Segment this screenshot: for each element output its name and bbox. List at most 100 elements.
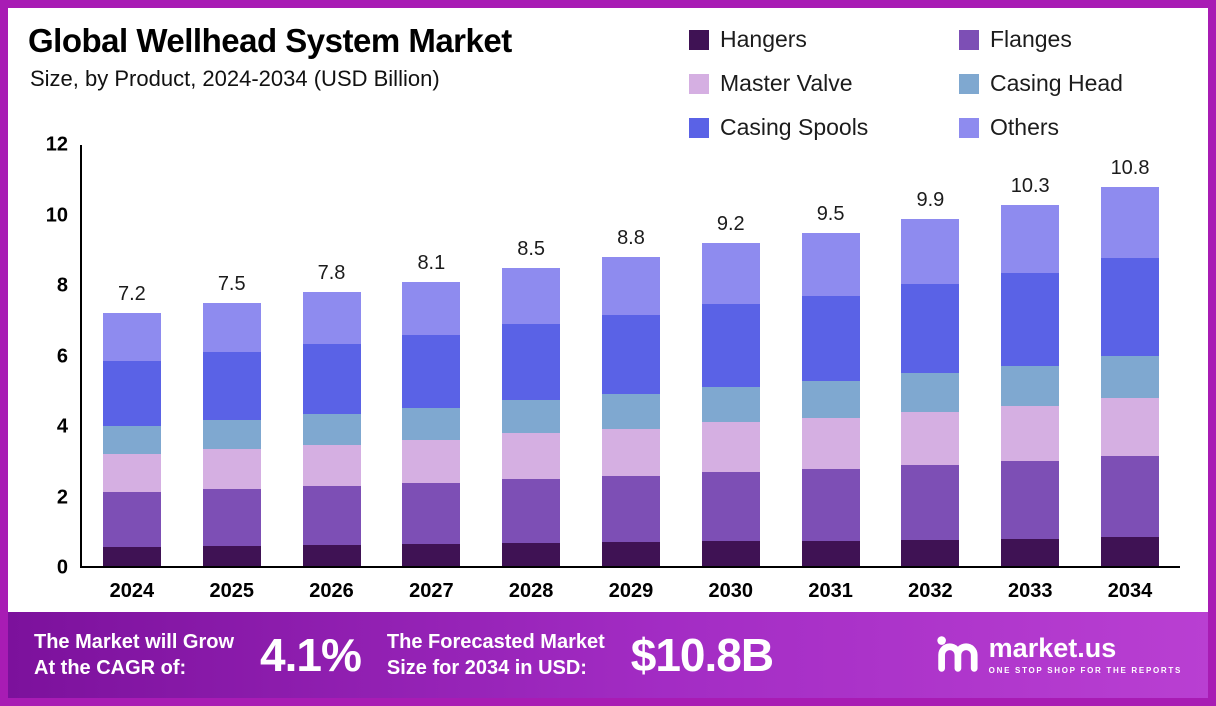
y-tick-label: 0 [56,556,68,579]
bar-segment-others [1101,187,1160,259]
stacked-bar [502,267,561,566]
x-tick-label: 2033 [1007,580,1053,602]
x-tick-label: 2025 [209,580,254,602]
bar-segment-casing-head [402,408,461,440]
bar-segment-flanges [601,476,660,543]
bar-total-label: 9.9 [916,188,945,211]
x-tick-label: 2026 [309,580,354,602]
bar-group: 7.2 2024 [102,145,161,602]
cagr-value: 4.1% [260,629,362,681]
bar-segment-casing-spools [102,360,161,426]
brand-name: market.us [988,633,1117,663]
bar-segment-casing-head [1101,355,1160,398]
bar-segment-casing-spools [502,323,561,401]
bar-group: 7.5 2025 [202,145,261,602]
bar-segment-hangers [202,545,261,566]
forecast-label: The Forecasted Market Size for 2034 in U… [386,631,605,679]
bar-total-label: 8.8 [617,227,645,250]
bar-segment-others [402,281,461,336]
x-tick-label: 2027 [409,580,454,602]
bar-group: 10.3 2033 [1001,145,1060,602]
stacked-bar [1001,204,1060,566]
legend-label: Master Valve [720,70,853,96]
stacked-bar [801,232,860,566]
x-tick-label: 2029 [608,580,654,602]
bar-segment-casing-spools [901,284,960,374]
bar-segment-master-valve [1001,405,1060,462]
brand-tagline: One Stop Shop For The Reports [988,666,1182,675]
legend-label: Hangers [720,26,807,52]
legend-item: Casing Spools [689,114,939,141]
stacked-bar [402,281,461,566]
x-tick-label: 2024 [109,580,155,602]
bar-group: 8.8 2029 [601,145,660,602]
bar-segment-flanges [202,489,261,546]
x-tick-label: 2034 [1107,580,1153,602]
y-tick-label: 10 [45,204,68,226]
footer-banner: The Market will Grow At the CAGR of: 4.1… [8,612,1208,698]
bar-segment-casing-head [801,381,860,419]
bar-segment-flanges [701,471,760,542]
bar-segment-casing-spools [402,335,461,409]
bar-segment-flanges [901,464,960,540]
legend-item: Casing Head [959,70,1184,97]
bar-segment-flanges [402,483,461,545]
bar-segment-hangers [402,544,461,566]
bar-segment-master-valve [102,453,161,493]
bar-segment-master-valve [402,439,461,484]
legend-label: Casing Head [990,70,1123,96]
bar-segment-others [701,243,760,304]
bar-segment-casing-head [302,414,361,445]
bar-segment-casing-spools [1101,258,1160,356]
legend: Hangers Flanges Master Valve Casing Head Cas… [689,22,1184,141]
bar-segment-flanges [302,486,361,546]
bar-segment-hangers [502,543,561,566]
cagr-label: The Market will Grow At the CAGR of: [34,631,235,679]
x-tick-label: 2032 [908,580,953,602]
legend-item: Others [959,114,1184,141]
stacked-bar [901,218,960,566]
legend-swatch [959,29,979,50]
bar-total-label: 7.2 [118,283,146,306]
x-tick-label: 2031 [808,580,853,602]
bar-segment-casing-head [102,425,161,454]
legend-item: Hangers [689,26,939,53]
bar-segment-hangers [701,541,760,566]
bar-segment-casing-spools [202,352,261,421]
bar-segment-others [202,302,261,353]
bar-segment-hangers [1101,537,1160,566]
legend-swatch [959,117,979,138]
plot-area: 7.2 2024 7.5 2025 7.8 2026 8.1 2027 8.5 2028 8.8 20… [80,145,1180,602]
bar-total-label: 9.5 [816,202,845,225]
bar-segment-casing-head [901,373,960,412]
bar-segment-others [1001,204,1060,273]
bar-segment-flanges [102,492,161,547]
bar-segment-master-valve [901,411,960,465]
legend-label: Casing Spools [720,114,869,140]
bar-segment-others [302,292,361,344]
bar-segment-hangers [901,539,960,566]
y-tick-label: 12 [45,133,68,156]
chart: 0 2 4 6 8 10 12 7.2 2024 7.5 2025 7.8 2026 8.1 2027 8.… [8,134,1208,612]
bar-segment-casing-head [601,394,660,429]
bar-segment-flanges [1101,455,1160,538]
forecast-value: $10.8B [630,629,774,681]
bar-segment-casing-head [202,420,261,450]
legend-item: Master Valve [689,70,939,97]
legend-swatch [689,73,709,94]
stacked-bar [302,292,361,566]
bar-segment-casing-spools [302,343,361,415]
legend-item: Flanges [959,26,1184,53]
x-tick-label: 2028 [508,580,554,602]
stacked-bar [701,243,760,566]
bar-total-label: 8.1 [417,251,446,274]
bar-segment-master-valve [801,418,860,470]
bar-segment-casing-spools [801,295,860,382]
bar-segment-others [601,257,660,316]
bar-segment-flanges [801,469,860,541]
brand-text: market.us One Stop Shop For The Reports [988,633,1182,676]
bar-total-label: 7.8 [317,262,346,285]
bar-group: 8.1 2027 [402,145,461,602]
bar-segment-master-valve [202,449,261,490]
bar-segment-casing-spools [701,303,760,387]
